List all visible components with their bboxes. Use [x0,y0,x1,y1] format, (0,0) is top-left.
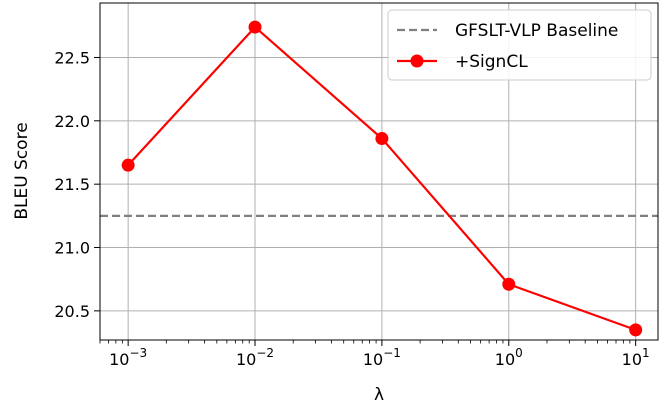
y-axis-label: BLEU Score [12,122,32,219]
legend: GFSLT-VLP Baseline +SignCL [387,9,652,81]
series-point [121,158,135,172]
x-tick-label: 10−3 [109,346,147,369]
series-point [248,20,262,34]
x-tick-label: 101 [622,346,650,369]
legend-box [387,9,652,81]
y-tick-label: 20.5 [54,302,90,321]
series-point [375,132,389,146]
legend-series-label: +SignCL [455,52,528,72]
legend-series-marker [410,54,424,68]
y-tick-label: 21.0 [54,239,90,258]
x-tick-label: 10−2 [236,346,274,369]
plot-frame [99,2,659,341]
series-point [629,323,643,337]
y-axis-ticks: 20.5 21.0 21.5 22.0 22.5 [54,48,100,321]
x-tick-label: 10−1 [363,346,401,369]
y-tick-label: 22.0 [54,112,90,131]
series-layer [121,20,643,337]
y-tick-label: 22.5 [54,48,90,67]
x-axis-ticks: 10−3 10−2 10−1 100 101 [99,340,650,369]
x-tick-label: 100 [495,346,523,369]
legend-baseline-label: GFSLT-VLP Baseline [455,21,618,41]
x-axis-label: λ [374,385,384,405]
series-point [502,277,516,291]
y-tick-label: 21.5 [54,175,90,194]
